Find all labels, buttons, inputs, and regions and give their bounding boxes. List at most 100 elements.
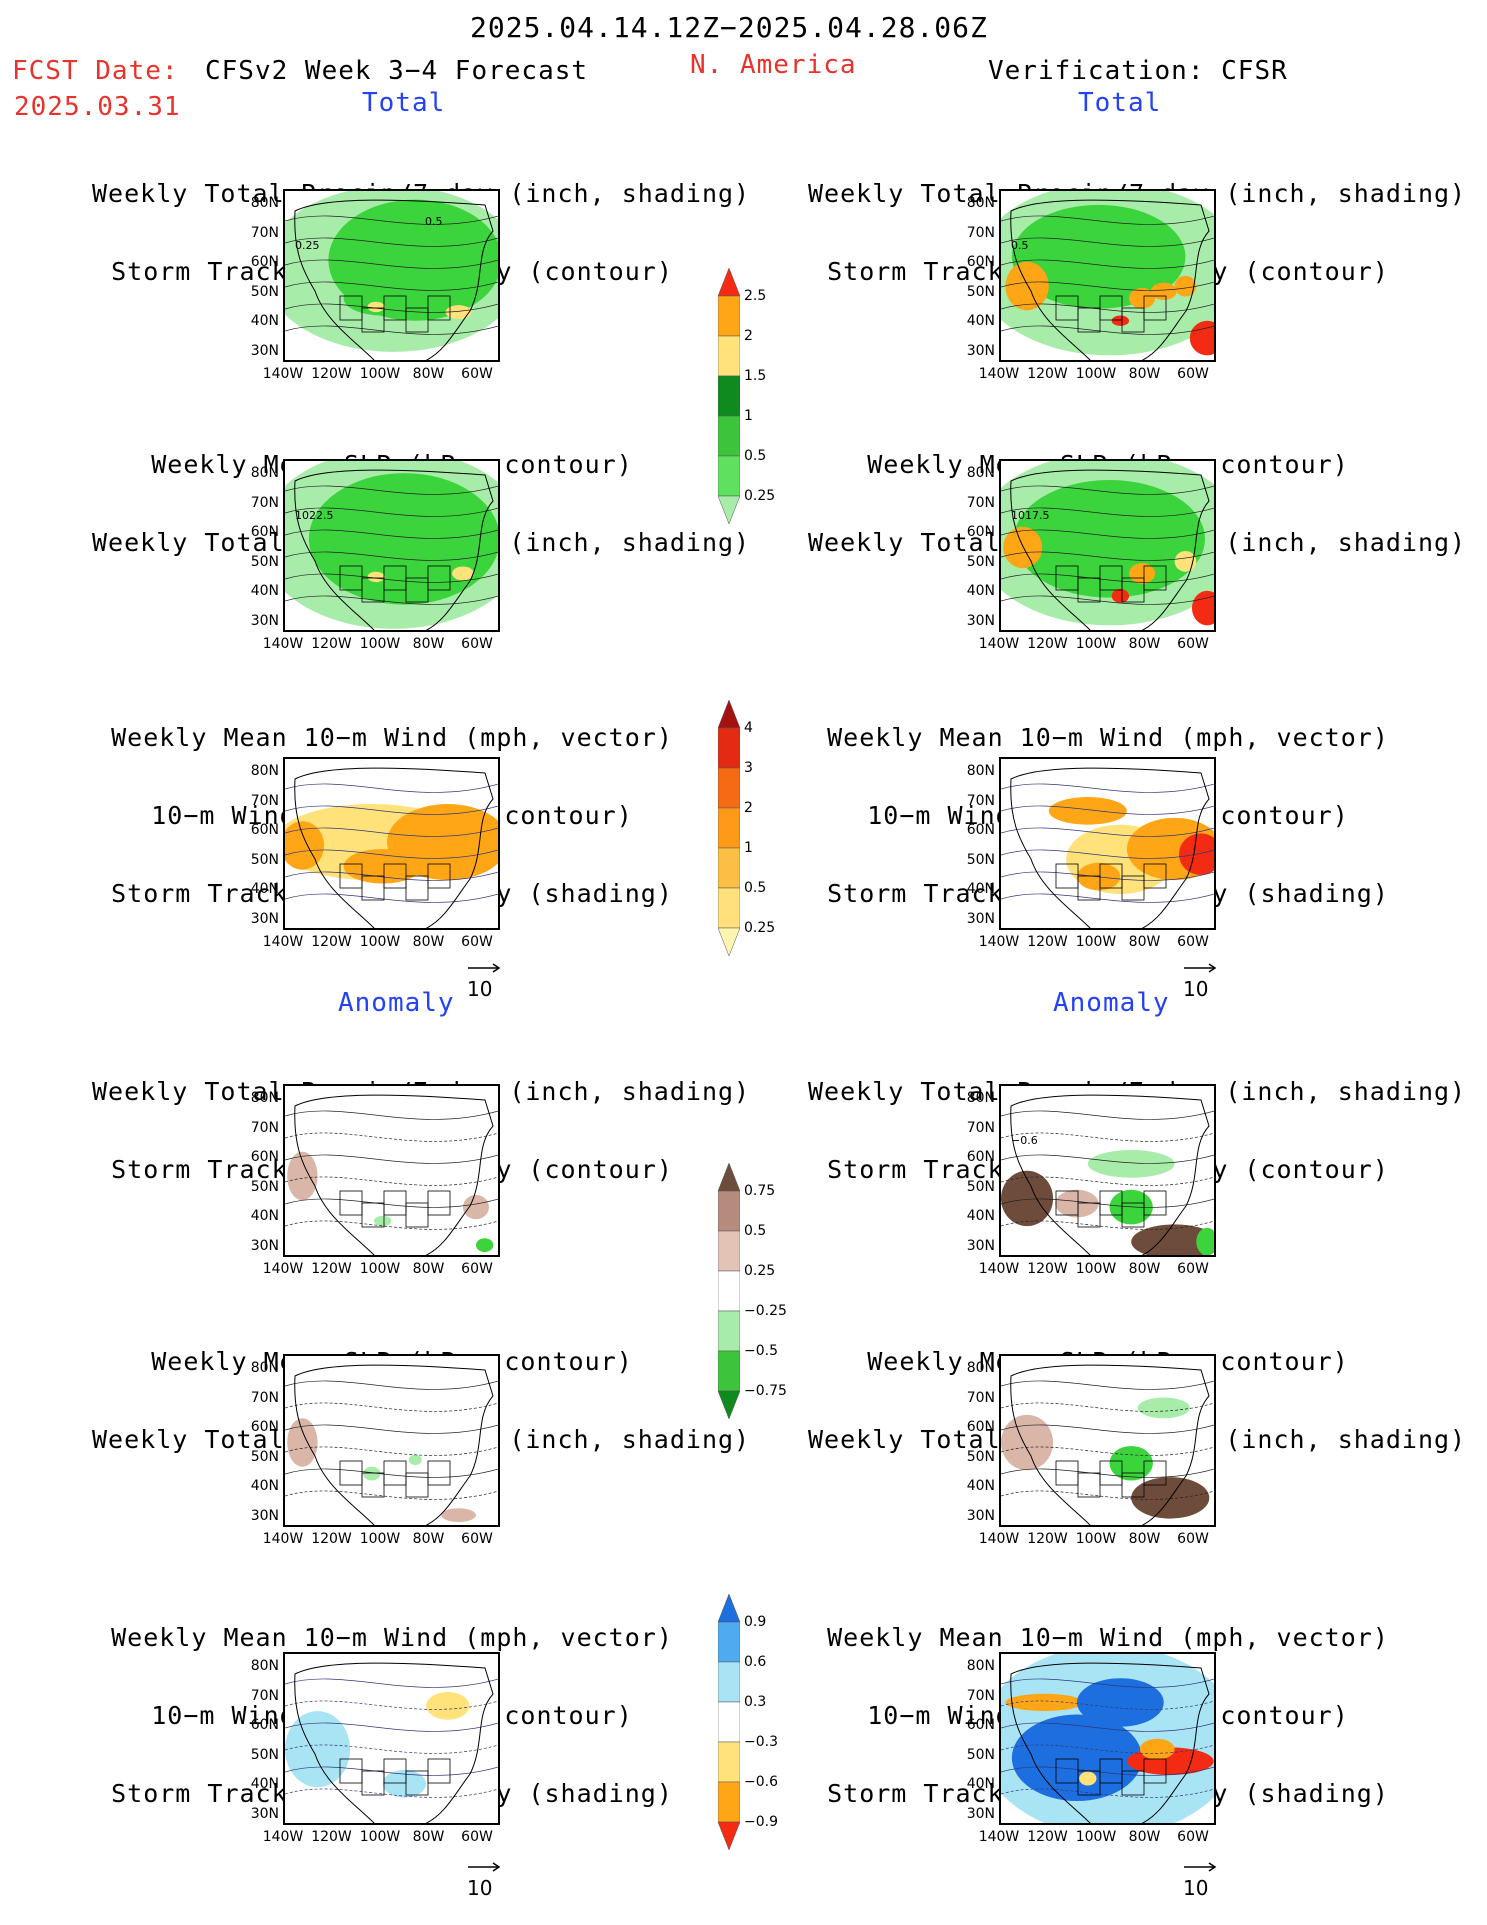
lon-tick-label: 60W [1177,1531,1209,1547]
colorbar-level-label: 0.5 [744,448,767,464]
contour-line [1001,1176,1214,1186]
contour-label: −0.6 [1011,1134,1038,1147]
map-panel: 0.25 0.5 [283,189,500,362]
contour-line [285,805,498,815]
shading-region [1003,526,1043,569]
lon-tick-label: 140W [978,636,1020,652]
coastline [294,1094,494,1255]
map-panel: 1017.5 [999,459,1216,632]
shading-region [1129,287,1156,309]
shading-region [1191,590,1214,626]
contour-line [285,259,498,269]
lat-tick-label: 50N [250,1746,279,1763]
contour-line [1001,1678,1214,1688]
panel-title-line: Weekly Total Precip/7−day (inch, shading… [92,1077,751,1106]
state-border [339,1460,363,1486]
lat-tick-label: 30N [966,1237,995,1254]
lat-tick-label: 60N [250,254,279,270]
shading-region [1011,1714,1143,1802]
shading-region [343,280,422,316]
colorbar-segment [717,1390,741,1420]
contour-line [1001,1380,1214,1390]
shading-region [1111,315,1130,326]
lon-tick-label: 120W [311,1531,352,1547]
lon-tick-label: 60W [461,366,493,382]
map-panel [283,1652,500,1825]
contour-line [285,1744,498,1754]
lon-tick-label: 120W [311,1261,352,1277]
lat-tick-label: 40N [250,1776,279,1792]
colorbar-level-label: 2 [744,328,753,344]
vector-ref-value: 10 [467,977,493,1001]
colorbar-anom-storm [717,1593,741,1874]
lat-tick-label: 70N [966,224,995,241]
lat-tick-label: 80N [966,1090,995,1106]
lat-tick-label: 30N [966,1805,995,1822]
lon-tick-label: 80W [412,636,445,652]
vector-arrow-icon [1184,1862,1217,1872]
colorbar-level-label: 3 [744,760,753,776]
lon-tick-label: 60W [1177,366,1209,382]
coastline [1010,1094,1210,1255]
contour-line [1001,1154,1214,1164]
map-panel [283,1354,500,1527]
contour-label: 1017.5 [1011,509,1050,522]
lon-tick-label: 120W [1027,366,1068,382]
lon-tick-label: 100W [1075,1261,1117,1277]
lat-tick-label: 50N [966,851,995,868]
state-border [427,1758,451,1784]
map-plot [285,1364,498,1525]
lat-tick-label: 40N [250,313,279,329]
lat-tick-label: 60N [250,524,279,540]
contour-line [285,1380,498,1390]
colorbar-segment [717,927,741,957]
panel-title-line: Weekly Mean 10−m Wind (mph, vector) [111,1623,673,1652]
colorbar-level-label: 0.25 [744,920,776,936]
colorbar-segment [717,807,741,849]
colorbar-segment [717,1701,741,1743]
colorbar-segment [717,267,741,297]
lat-tick-label: 70N [250,1687,279,1704]
lat-tick-label: 40N [966,1776,995,1792]
map-plot: 0.25 0.5 [285,191,498,360]
colorbar-level-label: 1 [744,840,753,856]
contour-line [285,1678,498,1688]
colorbar-level-label: 4 [744,720,753,736]
lon-tick-label: 100W [1075,1829,1117,1845]
colorbar-level-label: 0.9 [744,1614,767,1630]
contour-line [285,1220,498,1230]
contour-line [1001,1700,1214,1710]
contour-line [285,1700,498,1710]
colorbar-level-label: 2.5 [744,288,767,304]
colorbar-level-label: −0.3 [744,1734,778,1750]
lat-tick-label: 60N [966,1717,995,1733]
state-border [1143,1190,1167,1216]
contour-line [1001,1722,1214,1732]
lon-tick-label: 140W [978,366,1020,382]
map-plot [285,1662,498,1823]
shading-region [308,473,498,605]
colorbar-segment [717,1230,741,1272]
lat-tick-label: 50N [966,553,995,570]
lat-tick-label: 60N [966,254,995,270]
panel-title-line: Weekly Mean 10−m Wind (mph, vector) [827,723,1389,752]
map-plot [1001,1364,1214,1525]
coastline [294,469,494,630]
shading-region [1005,1693,1084,1712]
colorbar-segment [717,1741,741,1783]
colorbar-level-label: 0.25 [744,1263,776,1279]
contour-line [1001,1468,1214,1478]
lon-tick-label: 120W [1027,1829,1068,1845]
state-border [427,565,451,591]
lon-tick-label: 80W [1128,1829,1161,1845]
lon-tick-label: 100W [1075,934,1117,950]
lat-tick-label: 60N [250,1717,279,1733]
shading-region [452,566,474,581]
lon-tick-label: 60W [1177,934,1209,950]
lat-tick-label: 70N [966,1119,995,1136]
contour-line [285,1788,498,1798]
contour-line [1001,1744,1214,1754]
contour-line [1001,529,1214,539]
colorbar-segment [717,1310,741,1352]
lat-tick-label: 80N [250,1090,279,1106]
